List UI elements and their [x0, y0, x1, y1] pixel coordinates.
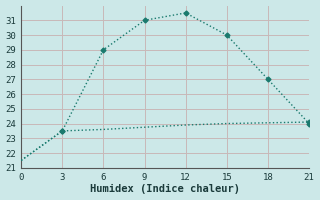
X-axis label: Humidex (Indice chaleur): Humidex (Indice chaleur): [90, 184, 240, 194]
